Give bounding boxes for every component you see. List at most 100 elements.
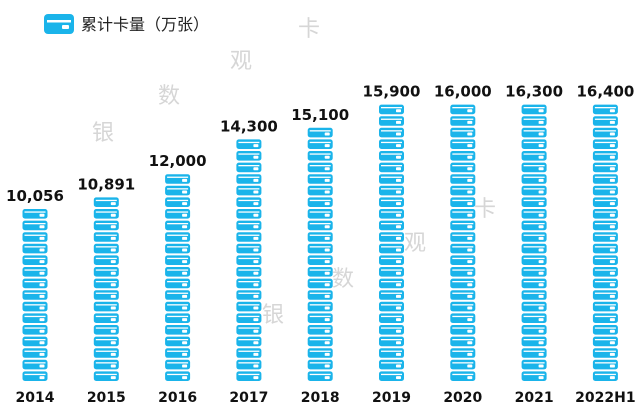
card-icon [379, 243, 404, 254]
card-icon [450, 290, 476, 300]
card-icon [592, 336, 618, 347]
card-icon [307, 267, 333, 277]
card-icon [521, 209, 547, 219]
legend: 累计卡量（万张） [44, 14, 209, 34]
card-icon [22, 255, 48, 265]
card-icon [592, 197, 618, 207]
card-icon [592, 220, 618, 231]
card-icon [22, 232, 48, 242]
card-icon [165, 174, 191, 184]
card-icon [165, 255, 191, 265]
card-icon [22, 209, 48, 219]
card-icon [165, 278, 191, 289]
card-icon [592, 139, 618, 149]
card-icon [521, 325, 547, 335]
card-icon [165, 220, 191, 231]
card-icon [307, 209, 333, 219]
card-icon [236, 336, 262, 347]
x-tick-label: 2021 [515, 390, 554, 406]
card-icon [93, 313, 119, 323]
card-icon [93, 232, 119, 242]
card-icon [521, 127, 547, 138]
watermark-char: 数 [158, 84, 180, 109]
value-label: 15,100 [291, 106, 349, 124]
card-icon [521, 278, 547, 289]
card-icon [93, 359, 119, 370]
card-icon [379, 162, 404, 173]
value-label: 16,300 [505, 83, 563, 101]
card-icon [379, 359, 404, 370]
card-icon [521, 220, 547, 231]
x-tick-label: 2019 [372, 390, 411, 406]
card-icon [450, 301, 476, 312]
card-icon [93, 348, 119, 358]
card-icon [22, 313, 48, 323]
card-icon [450, 371, 476, 381]
card-icon [379, 104, 404, 115]
card-icon [93, 290, 119, 300]
watermark-char: 银 [262, 303, 284, 328]
card-icon [22, 278, 48, 289]
card-icon [450, 104, 476, 115]
card-icon [521, 313, 547, 323]
card-icon [165, 348, 191, 358]
card-icon [307, 301, 333, 312]
card-icon [521, 185, 547, 196]
card-icon [521, 255, 547, 265]
card-icon [93, 197, 119, 207]
card-icon [22, 267, 48, 277]
x-tick-label: 2020 [443, 390, 482, 406]
card-icon [450, 255, 476, 265]
card-icon [307, 290, 333, 300]
card-icon [165, 313, 191, 323]
card-icon [165, 197, 191, 207]
card-icon [379, 278, 404, 289]
card-icon [379, 185, 404, 196]
card-icon [379, 301, 404, 312]
card-icon [379, 290, 404, 300]
card-icon [307, 243, 333, 254]
card-icon [236, 371, 262, 381]
card-icon [236, 209, 262, 219]
card-icon [22, 301, 48, 312]
card-icon [450, 174, 476, 184]
card-icon [236, 359, 262, 370]
x-tick-label: 2016 [158, 390, 197, 406]
card-icon [379, 197, 404, 207]
card-icon [379, 267, 404, 277]
card-icon [450, 139, 476, 149]
card-icon [236, 185, 262, 196]
card-icon [592, 185, 618, 196]
card-icon [592, 162, 618, 173]
card-icon [165, 267, 191, 277]
card-icon [521, 116, 547, 126]
card-icon [236, 174, 262, 184]
card-icon [592, 151, 618, 161]
card-icon [93, 220, 119, 231]
card-icon [592, 348, 618, 358]
bar-2015 [93, 197, 119, 381]
card-icon [93, 301, 119, 312]
card-icon [450, 185, 476, 196]
card-icon [165, 359, 191, 370]
watermark-char: 卡 [298, 17, 320, 42]
card-icon [44, 14, 74, 34]
value-label: 16,000 [434, 83, 492, 101]
card-icon [379, 127, 404, 138]
card-icon [165, 336, 191, 347]
card-icon [22, 348, 48, 358]
card-icon [450, 116, 476, 126]
bar-2022H1 [592, 104, 618, 381]
card-icon [93, 267, 119, 277]
card-icon [93, 371, 119, 381]
card-icon [165, 209, 191, 219]
card-icon [236, 243, 262, 254]
card-icon [379, 220, 404, 231]
card-icon [592, 325, 618, 335]
value-label: 12,000 [149, 152, 207, 170]
card-icon [379, 348, 404, 358]
card-icon [236, 267, 262, 277]
card-icon [307, 232, 333, 242]
x-tick-label: 2015 [87, 390, 126, 406]
card-icon [521, 243, 547, 254]
